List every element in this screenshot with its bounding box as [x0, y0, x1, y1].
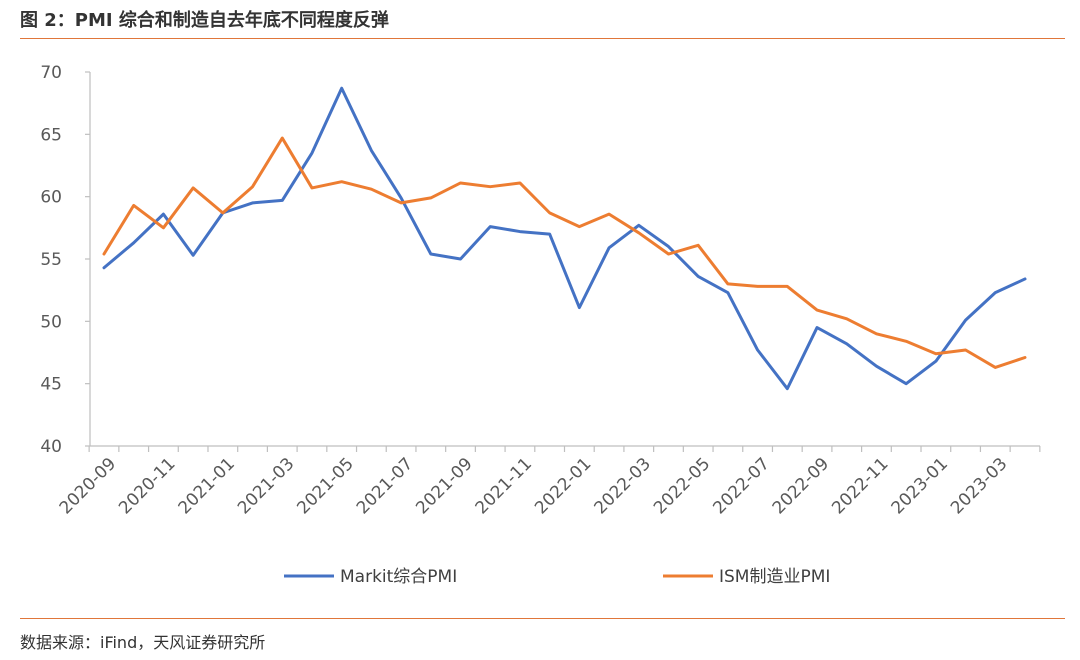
x-tick-label: 2023-03	[947, 454, 1011, 518]
x-tick-label: 2022-11	[828, 454, 892, 518]
series-line-ism-manufacturing-pmi	[102, 136, 1027, 369]
y-axis: 40 45 50 55 60 65 70	[40, 63, 91, 457]
x-tick-label: 2021-07	[353, 454, 417, 518]
x-axis: 2020-092020-112021-012021-032021-052021-…	[56, 445, 1041, 518]
x-tick-label: 2021-01	[175, 454, 239, 518]
source-note: 数据来源：iFind，天风证券研究所	[20, 633, 266, 652]
y-tick-label: 50	[40, 312, 62, 332]
footer-divider	[20, 618, 1065, 619]
legend-label: Markit综合PMI	[340, 567, 457, 587]
figure-title: 图 2：PMI 综合和制造自去年底不同程度反弹	[20, 10, 389, 31]
series-layer	[102, 86, 1027, 391]
x-tick-label: 2022-01	[531, 454, 595, 518]
y-tick-label: 45	[40, 375, 62, 395]
y-tick-label: 55	[40, 250, 62, 270]
y-tick-label: 60	[40, 188, 62, 208]
x-tick-label: 2021-03	[234, 454, 298, 518]
x-tick-label: 2021-09	[412, 454, 476, 518]
legend: Markit综合PMI ISM制造业PMI	[284, 567, 830, 587]
x-tick-label: 2022-07	[709, 454, 773, 518]
y-tick-label: 40	[40, 437, 62, 457]
x-tick-label: 2020-11	[115, 454, 179, 518]
x-tick-label: 2021-11	[472, 454, 536, 518]
legend-label: ISM制造业PMI	[719, 567, 830, 587]
x-tick-label: 2021-05	[293, 454, 357, 518]
x-tick-label: 2020-09	[56, 454, 120, 518]
header-divider	[20, 38, 1065, 39]
x-tick-label: 2022-09	[769, 454, 833, 518]
x-tick-label: 2022-03	[591, 454, 655, 518]
x-tick-label: 2023-01	[888, 454, 952, 518]
y-tick-label: 65	[40, 125, 62, 145]
series-line-markit-composite-pmi	[102, 86, 1027, 391]
x-tick-label: 2022-05	[650, 454, 714, 518]
y-tick-label: 70	[40, 63, 62, 83]
